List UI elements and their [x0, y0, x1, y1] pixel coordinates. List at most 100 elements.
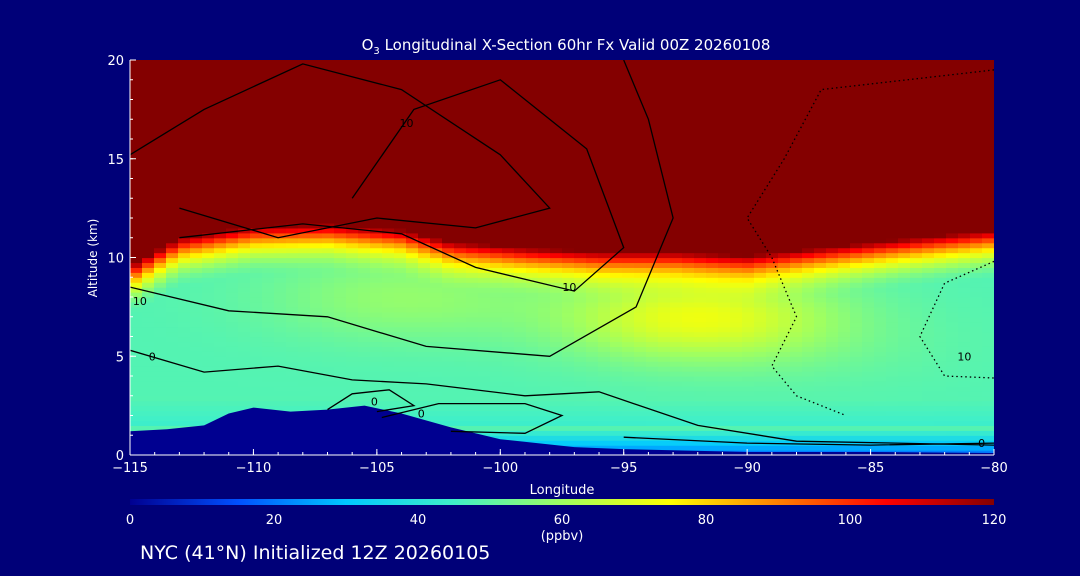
field-cell: [526, 366, 539, 372]
field-cell: [250, 64, 263, 71]
field-cell: [550, 262, 563, 268]
field-cell: [598, 242, 611, 249]
field-cell: [574, 79, 587, 86]
field-cell: [514, 316, 527, 323]
field-cell: [862, 168, 875, 175]
field-cell: [730, 143, 743, 150]
field-cell: [262, 69, 275, 76]
field-cell: [598, 301, 611, 308]
field-cell: [562, 326, 575, 333]
field-cell: [214, 306, 227, 313]
field-cell: [634, 69, 647, 76]
field-cell: [646, 158, 659, 165]
field-cell: [514, 129, 527, 135]
field-cell: [154, 99, 167, 106]
field-cell: [610, 277, 623, 283]
field-cell: [310, 168, 323, 175]
field-cell: [586, 188, 599, 194]
field-cell: [742, 301, 755, 308]
field-cell: [814, 193, 827, 199]
field-cell: [718, 173, 731, 180]
field-cell: [694, 430, 707, 436]
field-cell: [622, 114, 635, 120]
field-cell: [490, 242, 503, 249]
field-cell: [226, 326, 239, 333]
field-cell: [670, 262, 683, 268]
field-cell: [250, 173, 263, 180]
field-cell: [538, 366, 551, 372]
field-cell: [346, 153, 359, 160]
field-cell: [334, 371, 347, 377]
field-cell: [598, 237, 611, 244]
field-cell: [586, 252, 599, 259]
field-cell: [742, 262, 755, 268]
field-cell: [610, 380, 623, 387]
field-cell: [862, 405, 875, 412]
field-cell: [214, 153, 227, 160]
field-cell: [514, 74, 527, 81]
field-cell: [298, 380, 311, 387]
field-cell: [706, 336, 719, 343]
field-cell: [238, 287, 251, 293]
field-cell: [838, 188, 851, 194]
field-cell: [586, 277, 599, 283]
field-cell: [478, 292, 491, 298]
field-cell: [418, 158, 431, 165]
field-cell: [742, 287, 755, 293]
field-cell: [142, 114, 155, 120]
field-cell: [490, 405, 503, 412]
field-cell: [574, 64, 587, 71]
field-cell: [742, 356, 755, 362]
field-cell: [226, 390, 239, 397]
field-cell: [358, 311, 371, 318]
field-cell: [226, 134, 239, 140]
field-cell: [262, 371, 275, 377]
field-cell: [202, 232, 215, 239]
field-cell: [574, 390, 587, 397]
field-cell: [298, 139, 311, 145]
field-cell: [586, 119, 599, 125]
field-cell: [274, 287, 287, 293]
field-cell: [466, 114, 479, 120]
field-cell: [682, 242, 695, 249]
field-cell: [574, 89, 587, 96]
field-cell: [850, 306, 863, 313]
field-cell: [514, 282, 527, 288]
field-cell: [190, 89, 203, 96]
field-cell: [406, 277, 419, 283]
field-cell: [190, 148, 203, 155]
field-cell: [454, 208, 467, 214]
field-cell: [298, 168, 311, 175]
field-cell: [382, 203, 395, 209]
field-cell: [238, 222, 251, 229]
field-cell: [358, 114, 371, 120]
field-cell: [646, 153, 659, 160]
field-cell: [310, 366, 323, 372]
field-cell: [682, 232, 695, 239]
field-cell: [346, 232, 359, 239]
field-cell: [658, 277, 671, 283]
field-cell: [634, 311, 647, 318]
field-cell: [574, 247, 587, 254]
field-cell: [514, 232, 527, 239]
field-cell: [634, 60, 647, 66]
field-cell: [274, 104, 287, 110]
field-cell: [250, 252, 263, 259]
field-cell: [754, 267, 767, 273]
field-cell: [550, 257, 563, 264]
field-cell: [802, 89, 815, 96]
field-cell: [874, 311, 887, 318]
field-cell: [766, 430, 779, 436]
field-cell: [634, 405, 647, 412]
field-cell: [298, 203, 311, 209]
field-cell: [154, 143, 167, 150]
field-cell: [502, 257, 515, 264]
field-cell: [370, 74, 383, 81]
field-cell: [310, 193, 323, 199]
field-cell: [874, 351, 887, 357]
field-cell: [754, 366, 767, 372]
field-cell: [178, 158, 191, 165]
field-cell: [826, 173, 839, 180]
field-cell: [466, 227, 479, 234]
field-cell: [742, 227, 755, 234]
